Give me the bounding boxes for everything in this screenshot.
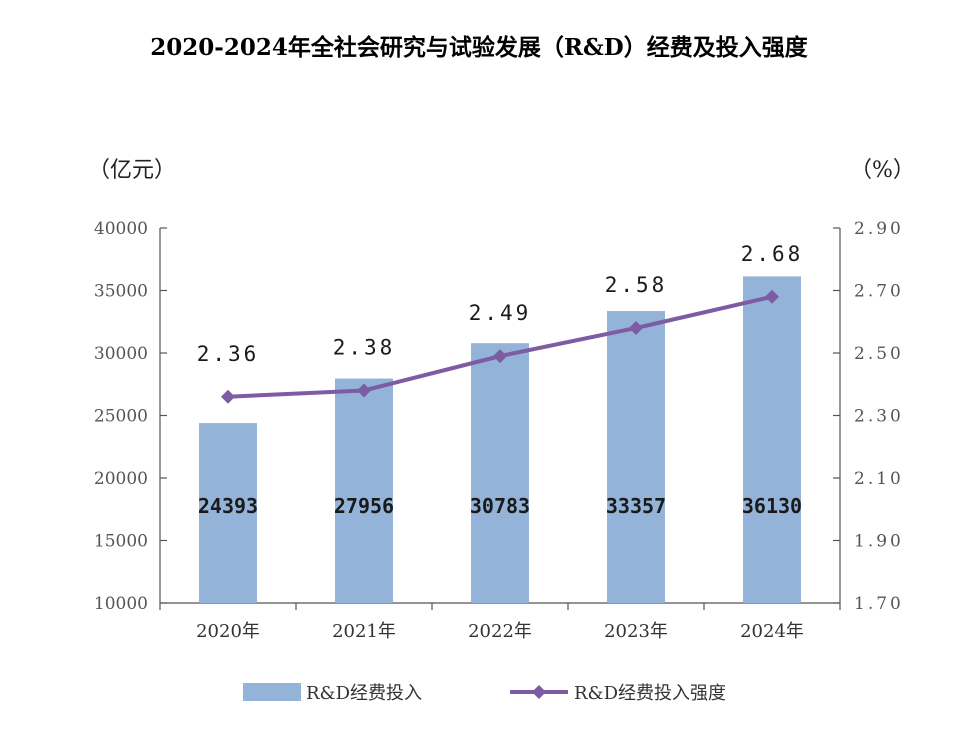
x-axis-category-label: 2021年 bbox=[332, 621, 396, 642]
bar bbox=[199, 423, 257, 603]
bar bbox=[607, 311, 665, 603]
right-axis-tick-label: 2.90 bbox=[854, 219, 904, 239]
left-axis-unit: （亿元） bbox=[88, 158, 177, 183]
bar-value-label: 30783 bbox=[470, 494, 530, 518]
bar-value-label: 27956 bbox=[334, 494, 394, 518]
data-labels-group: 24393 27956 30783 33357 36130 2.36 2.38 2.49 2.5… bbox=[197, 242, 804, 518]
right-axis-unit: （%） bbox=[850, 158, 915, 183]
axes-group: 40000 35000 30000 25000 20000 15000 10000 2.90 2… bbox=[94, 219, 904, 642]
legend-bar-swatch bbox=[243, 683, 301, 701]
right-axis-tick-label: 2.50 bbox=[854, 344, 904, 364]
chart-title: 2020-2024年全社会研究与试验发展（R&D）经费及投入强度 bbox=[150, 34, 808, 61]
legend: R&D经费投入 R&D经费投入强度 bbox=[243, 683, 726, 704]
line-point-marker bbox=[357, 383, 371, 398]
bar-value-label: 33357 bbox=[606, 494, 666, 518]
bar-value-label: 24393 bbox=[198, 494, 258, 518]
legend-line-marker bbox=[532, 685, 546, 699]
x-axis-category-label: 2024年 bbox=[740, 621, 804, 642]
line-value-label: 2.68 bbox=[741, 242, 804, 266]
line-point-marker bbox=[493, 349, 507, 364]
left-axis-tick-label: 15000 bbox=[94, 532, 148, 552]
line-value-label: 2.58 bbox=[605, 273, 668, 297]
right-axis-tick-label: 2.30 bbox=[854, 407, 904, 427]
left-axis-tick-label: 40000 bbox=[94, 219, 148, 239]
bars-group bbox=[199, 276, 801, 603]
legend-bar-label: R&D经费投入 bbox=[306, 683, 422, 704]
line-value-label: 2.38 bbox=[333, 336, 396, 360]
bar bbox=[471, 343, 529, 603]
line-point-marker bbox=[221, 389, 235, 404]
left-axis-tick-label: 20000 bbox=[94, 469, 148, 489]
x-axis-category-label: 2022年 bbox=[468, 621, 532, 642]
right-axis-tick-label: 2.70 bbox=[854, 282, 904, 302]
x-axis-category-label: 2023年 bbox=[604, 621, 668, 642]
left-axis-tick-label: 35000 bbox=[94, 282, 148, 302]
line-value-label: 2.36 bbox=[197, 342, 260, 366]
bar bbox=[743, 276, 801, 603]
bar-value-label: 36130 bbox=[742, 494, 802, 518]
left-axis-tick-label: 25000 bbox=[94, 407, 148, 427]
left-axis-tick-label: 10000 bbox=[94, 594, 148, 614]
bar bbox=[335, 378, 393, 603]
legend-line-label: R&D经费投入强度 bbox=[574, 683, 726, 704]
right-axis-tick-label: 2.10 bbox=[854, 469, 904, 489]
line-point-marker bbox=[765, 289, 779, 304]
x-axis-category-label: 2020年 bbox=[196, 621, 260, 642]
line-series-group bbox=[221, 289, 779, 404]
left-axis-tick-label: 30000 bbox=[94, 344, 148, 364]
right-axis-tick-label: 1.70 bbox=[854, 594, 904, 614]
line-point-marker bbox=[629, 321, 643, 335]
line-value-label: 2.49 bbox=[469, 301, 532, 325]
right-axis-tick-label: 1.90 bbox=[854, 532, 904, 552]
